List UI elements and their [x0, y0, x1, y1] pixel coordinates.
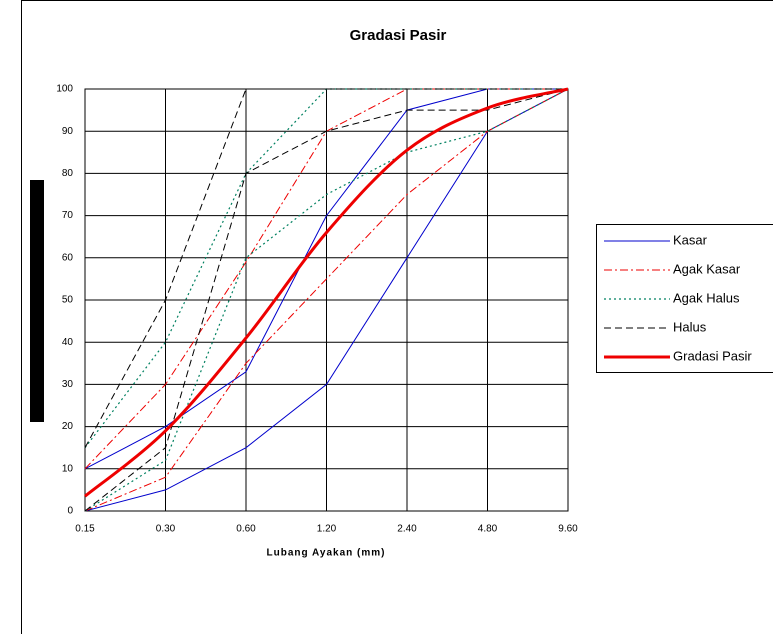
x-tick-label: 0.15 [75, 524, 95, 535]
y-tick-label: 40 [62, 337, 74, 348]
x-tick-label: 9.60 [558, 524, 578, 535]
y-tick-label: 50 [62, 295, 74, 306]
legend-label: Halus [673, 319, 707, 334]
chart-title: Gradasi Pasir [350, 27, 447, 44]
y-tick-label: 90 [62, 126, 74, 137]
y-tick-label: 80 [62, 168, 74, 179]
series-line [84, 87, 569, 498]
y-tick-label: 60 [62, 252, 74, 263]
legend-label: Agak Halus [673, 290, 740, 305]
y-tick-label: 10 [62, 463, 74, 474]
series-line [84, 88, 568, 448]
x-tick-label: 2.40 [397, 524, 417, 535]
legend-label: Kasar [673, 232, 708, 247]
legend-label: Gradasi Pasir [673, 348, 752, 363]
series-line [84, 88, 569, 512]
series-line [84, 88, 569, 512]
x-tick-label: 0.60 [236, 524, 256, 535]
series-line [84, 88, 569, 512]
x-tick-label: 4.80 [478, 524, 498, 535]
y-tick-label: 30 [62, 379, 74, 390]
y-tick-label: 20 [62, 421, 74, 432]
y-tick-label: 100 [56, 84, 73, 95]
legend-label: Agak Kasar [673, 261, 741, 276]
y-tick-label: 0 [67, 506, 73, 517]
x-tick-label: 1.20 [317, 524, 337, 535]
x-axis-title: Lubang Ayakan (mm) [267, 548, 386, 559]
y-tick-label: 70 [62, 210, 74, 221]
label-cover [30, 180, 44, 422]
x-tick-label: 0.30 [156, 524, 176, 535]
